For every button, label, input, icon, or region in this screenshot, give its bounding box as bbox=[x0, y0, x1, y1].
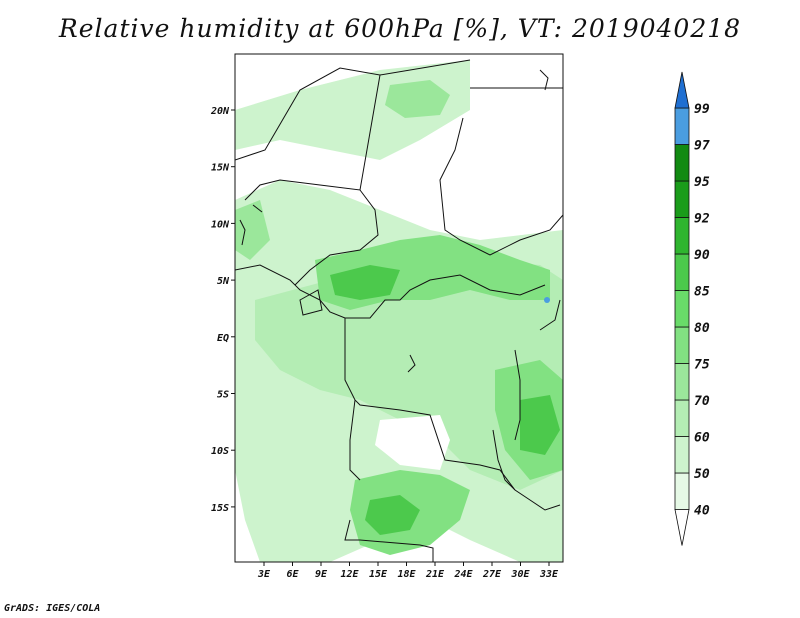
colorbar-segment bbox=[674, 217, 690, 255]
colorbar-label: 92 bbox=[694, 212, 710, 227]
lon-tick-label: 6E bbox=[286, 569, 299, 580]
colorbar-label: 95 bbox=[694, 175, 710, 190]
colorbar-label: 75 bbox=[694, 358, 710, 373]
lat-tick-label: EQ bbox=[217, 333, 229, 344]
map-frame bbox=[234, 53, 564, 563]
lat-tick-label: 10N bbox=[211, 219, 230, 230]
colorbar-high-arrow bbox=[674, 71, 690, 109]
colorbar-label: 90 bbox=[694, 248, 710, 263]
colorbar-label: 40 bbox=[694, 504, 710, 519]
colorbar-label: 80 bbox=[694, 321, 710, 336]
colorbar-low-arrow bbox=[674, 509, 690, 546]
latitude-axis: 20N 15N 10N 5N EQ 5S 10S 15S bbox=[210, 106, 235, 514]
colorbar-segment bbox=[674, 363, 690, 401]
colorbar: 40 50 60 70 75 80 85 90 92 95 97 99 bbox=[674, 71, 710, 546]
map-title: Relative humidity at 600hPa [%], VT: 201… bbox=[58, 14, 742, 43]
colorbar-label: 97 bbox=[694, 139, 710, 154]
lon-tick-label: 27E bbox=[482, 569, 502, 580]
colorbar-label: 85 bbox=[694, 285, 710, 300]
lat-tick-label: 15N bbox=[211, 163, 230, 174]
lat-tick-label: 5S bbox=[217, 390, 229, 401]
lon-tick-label: 33E bbox=[539, 569, 559, 580]
colorbar-segment bbox=[674, 107, 690, 145]
lon-tick-label: 9E bbox=[315, 569, 328, 580]
colorbar-segment bbox=[674, 180, 690, 218]
colorbar-segment bbox=[674, 253, 690, 291]
colorbar-label: 99 bbox=[694, 102, 710, 117]
colorbar-label: 50 bbox=[694, 467, 710, 482]
grads-credit: GrADS: IGES/COLA bbox=[4, 603, 101, 614]
humidity-field bbox=[235, 54, 563, 562]
lat-tick-label: 15S bbox=[211, 503, 229, 514]
lat-tick-label: 10S bbox=[211, 446, 229, 457]
lon-tick-label: 12E bbox=[340, 569, 359, 580]
colorbar-segment bbox=[674, 472, 690, 510]
colorbar-segment bbox=[674, 326, 690, 364]
lon-tick-label: 21E bbox=[425, 569, 445, 580]
colorbar-segment bbox=[674, 290, 690, 328]
lon-tick-label: 3E bbox=[257, 569, 271, 580]
colorbar-label: 60 bbox=[694, 431, 710, 446]
lon-tick-label: 18E bbox=[397, 569, 416, 580]
lon-tick-label: 15E bbox=[369, 569, 388, 580]
country-borders bbox=[235, 59, 563, 562]
colorbar-segment bbox=[674, 436, 690, 474]
colorbar-segment bbox=[674, 144, 690, 182]
colorbar-label: 70 bbox=[694, 394, 710, 409]
lat-tick-label: 20N bbox=[210, 106, 230, 117]
lat-tick-label: 5N bbox=[217, 276, 230, 287]
lon-tick-label: 30E bbox=[510, 569, 530, 580]
lon-tick-label: 24E bbox=[453, 569, 473, 580]
longitude-axis: 3E 6E 9E 12E 15E 18E 21E 24E 27E 30E 33E bbox=[257, 562, 559, 580]
colorbar-segment bbox=[674, 399, 690, 437]
